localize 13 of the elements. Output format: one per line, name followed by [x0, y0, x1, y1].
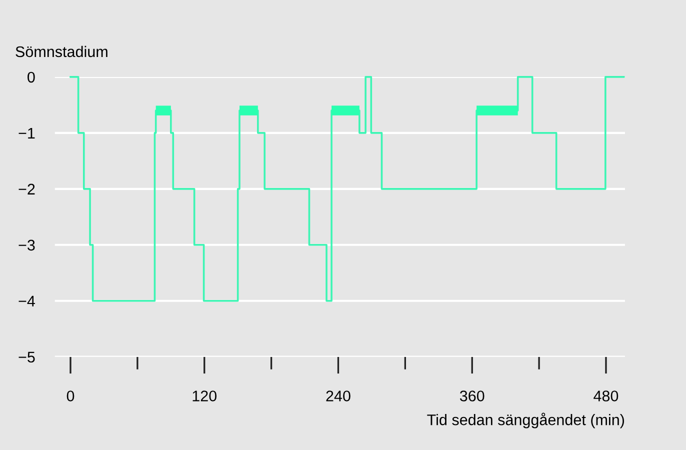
y-tick-label: −1 — [18, 128, 35, 138]
y-tick-label: −2 — [18, 184, 35, 194]
x-tick-label: 240 — [326, 390, 350, 402]
y-tick-label: −3 — [18, 240, 35, 251]
x-axis-title: Tid sedan sänggåendet (min) — [427, 412, 624, 428]
y-tick-label: −5 — [18, 352, 35, 363]
x-tick-label: 360 — [460, 390, 484, 402]
x-tick-label: 0 — [66, 390, 74, 402]
y-tick-label: −4 — [18, 296, 35, 306]
x-tick-label: 480 — [594, 390, 618, 402]
y-axis-title: Sömnstadium — [16, 46, 108, 58]
y-tick-label: 0 — [28, 72, 35, 83]
x-tick-label: 120 — [192, 390, 217, 402]
